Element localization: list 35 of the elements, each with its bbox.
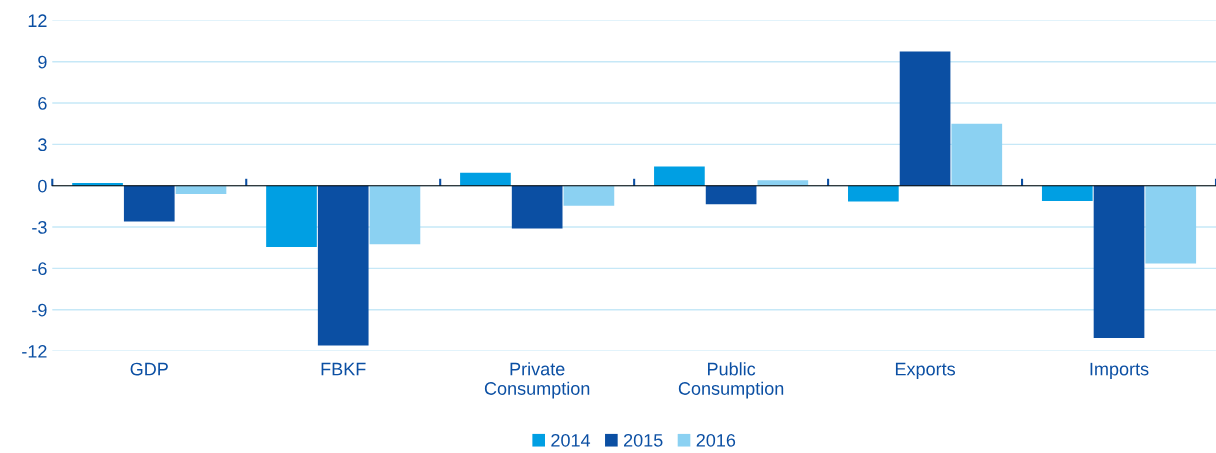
y-tick-label: 0 <box>38 179 47 193</box>
y-tick-label: 9 <box>38 55 47 69</box>
y-tick-label: 3 <box>38 138 47 152</box>
y-tick-label: 12 <box>28 14 47 27</box>
bar <box>951 123 1003 186</box>
bar <box>1041 185 1093 201</box>
y-tick-label: -9 <box>32 303 47 317</box>
bar <box>1093 185 1145 338</box>
y-tick-label: -12 <box>22 345 47 358</box>
x-tick-label: GDP <box>130 362 168 376</box>
bar <box>266 185 317 248</box>
bar <box>511 185 563 229</box>
bar <box>563 185 615 206</box>
bar <box>123 185 175 222</box>
bar <box>460 172 511 186</box>
bar <box>369 185 421 245</box>
legend-label: 2016 <box>696 433 736 447</box>
legend-label: 2015 <box>624 433 663 447</box>
x-tick-label: Exports <box>895 362 956 380</box>
y-tick-label: -3 <box>32 221 47 234</box>
bar <box>175 185 227 194</box>
bar <box>899 51 951 186</box>
bar <box>1145 185 1197 264</box>
y-tick-label: 6 <box>38 96 47 110</box>
x-tick-label: Imports <box>1090 362 1149 380</box>
bar <box>317 185 369 346</box>
y-tick-label: -6 <box>32 262 47 276</box>
bar <box>757 180 809 186</box>
x-tick-label: FBKF <box>321 362 366 376</box>
x-tick-label: Public Consumption <box>678 362 784 399</box>
bar <box>705 185 757 205</box>
legend-label: 2014 <box>551 433 591 447</box>
bar <box>654 166 705 186</box>
bar <box>848 185 899 202</box>
x-tick-label: Private Consumption <box>484 362 590 399</box>
